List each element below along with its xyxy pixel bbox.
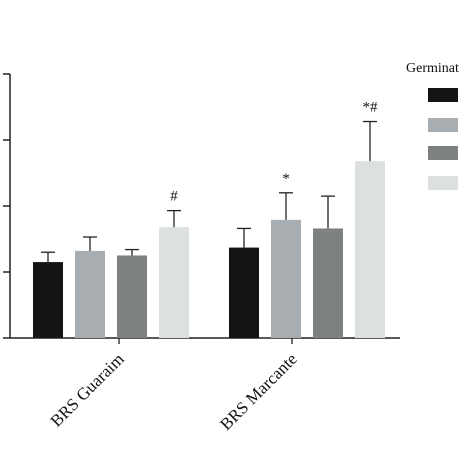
significance-marker: *# — [363, 100, 379, 116]
x-axis-labels: BRS Guaraim BRS Marcante — [47, 338, 301, 434]
annotation-group: # * *# — [170, 100, 378, 205]
significance-marker: # — [170, 189, 178, 205]
bar — [117, 255, 147, 338]
bar — [271, 219, 301, 338]
legend-swatch — [428, 118, 458, 132]
x-tick-label: BRS Marcante — [216, 349, 301, 434]
y-axis-ticks — [3, 73, 10, 339]
bar — [355, 161, 385, 338]
legend-swatch — [428, 88, 458, 102]
significance-marker: * — [282, 171, 290, 187]
bar — [75, 250, 105, 338]
bar — [229, 247, 259, 338]
bar — [159, 227, 189, 338]
bar-group — [33, 161, 385, 338]
error-bar-group — [41, 120, 377, 263]
legend: Germinat — [406, 61, 459, 190]
legend-title: Germinat — [406, 61, 459, 76]
legend-swatch — [428, 146, 458, 160]
legend-swatch — [428, 176, 458, 190]
bar — [33, 262, 63, 338]
x-tick-label: BRS Guaraim — [47, 349, 128, 430]
bar — [313, 228, 343, 338]
